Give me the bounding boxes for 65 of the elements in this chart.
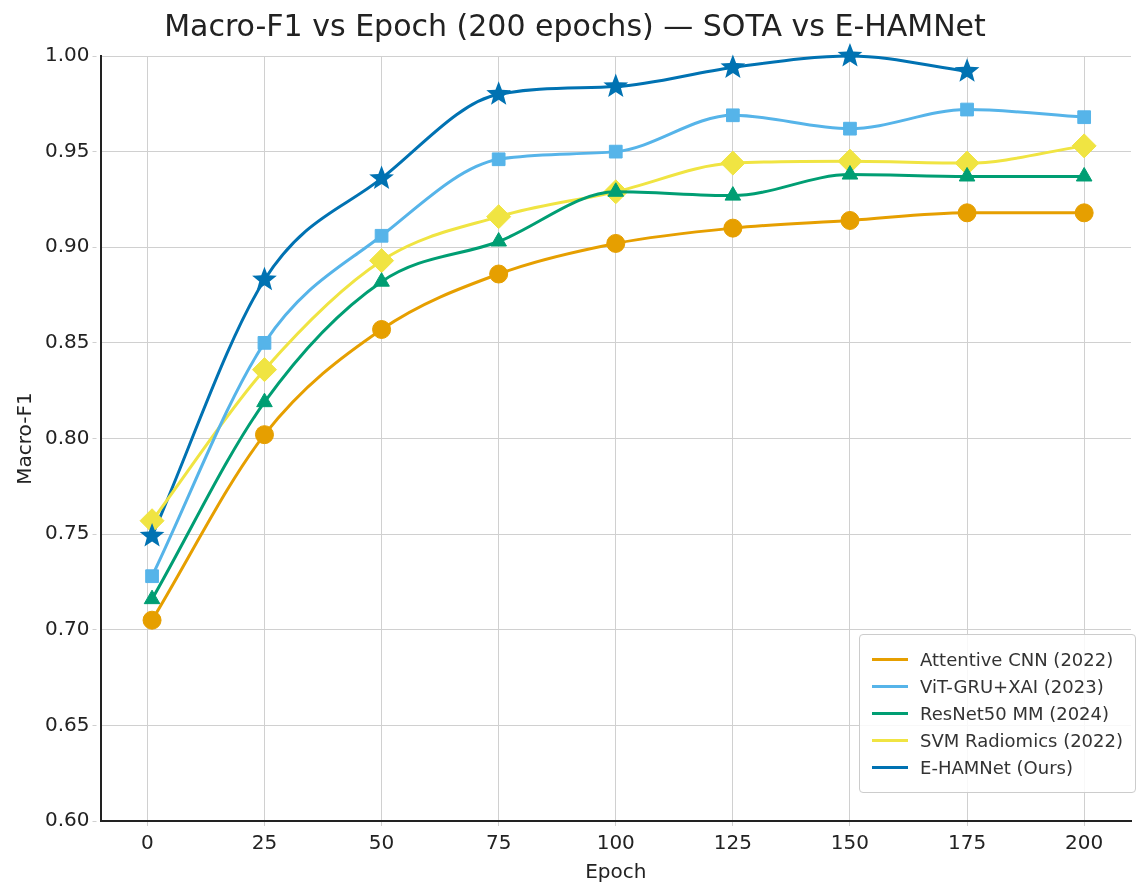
point xyxy=(489,264,509,284)
point xyxy=(726,108,740,123)
point xyxy=(1077,110,1092,125)
x-axis-title: Epoch xyxy=(585,859,647,884)
point xyxy=(1075,166,1093,182)
legend-label: ViT-GRU+XAI (2023) xyxy=(920,676,1104,697)
point xyxy=(841,165,859,180)
x-tick-label: 25 xyxy=(251,830,278,855)
x-tick-label: 200 xyxy=(1065,830,1104,855)
point xyxy=(486,81,512,105)
x-tick-label: 100 xyxy=(596,830,635,855)
point xyxy=(957,203,977,223)
legend-label: SVM Radiomics (2022) xyxy=(920,730,1123,751)
point xyxy=(603,73,629,98)
point xyxy=(958,166,976,182)
point xyxy=(490,232,507,247)
y-tick-label: 0.60 xyxy=(45,807,90,832)
point xyxy=(1071,133,1097,159)
y-tick-label: 0.65 xyxy=(45,711,90,736)
point xyxy=(954,58,980,82)
x-tick-label: 175 xyxy=(947,830,987,855)
y-tick-label: 0.90 xyxy=(45,233,90,258)
point xyxy=(960,102,974,117)
point xyxy=(374,228,389,243)
point xyxy=(840,210,860,230)
y-axis-title: Macro-F1 xyxy=(12,392,37,485)
point xyxy=(837,43,863,67)
point xyxy=(723,218,743,238)
point xyxy=(257,336,272,350)
point xyxy=(369,165,394,189)
point xyxy=(724,186,742,201)
legend-label: Attentive CNN (2022) xyxy=(920,649,1114,670)
point xyxy=(369,248,395,274)
legend-label: E-HAMNet (Ours) xyxy=(920,757,1073,778)
point xyxy=(372,319,392,339)
point xyxy=(1074,203,1094,223)
x-tick-label: 50 xyxy=(368,830,395,855)
y-tick-label: 0.95 xyxy=(45,137,90,162)
y-tick-label: 0.80 xyxy=(45,424,90,449)
point xyxy=(491,152,506,167)
x-tick-label: 0 xyxy=(141,830,154,855)
point xyxy=(606,233,626,253)
point xyxy=(256,392,273,408)
chart-title: Macro-F1 vs Epoch (200 epochs) — SOTA vs E-HAMNet xyxy=(164,7,987,43)
point xyxy=(143,589,161,605)
point xyxy=(720,150,746,176)
point xyxy=(145,569,159,584)
point xyxy=(608,144,623,159)
point xyxy=(251,357,277,383)
point xyxy=(373,272,390,287)
y-tick-label: 0.75 xyxy=(45,520,90,545)
x-tick-label: 125 xyxy=(713,830,752,855)
point xyxy=(142,610,162,630)
x-tick-label: 150 xyxy=(830,830,870,855)
point xyxy=(843,121,857,136)
point xyxy=(139,523,165,547)
legend-label: ResNet50 MM (2024) xyxy=(920,703,1110,724)
point xyxy=(486,204,512,230)
y-tick-label: 0.70 xyxy=(45,615,90,640)
point xyxy=(254,425,274,445)
x-tick-label: 75 xyxy=(485,830,512,855)
y-tick-label: 1.00 xyxy=(45,42,90,67)
y-tick-label: 0.85 xyxy=(45,329,90,354)
point xyxy=(252,266,277,291)
point xyxy=(720,54,746,78)
